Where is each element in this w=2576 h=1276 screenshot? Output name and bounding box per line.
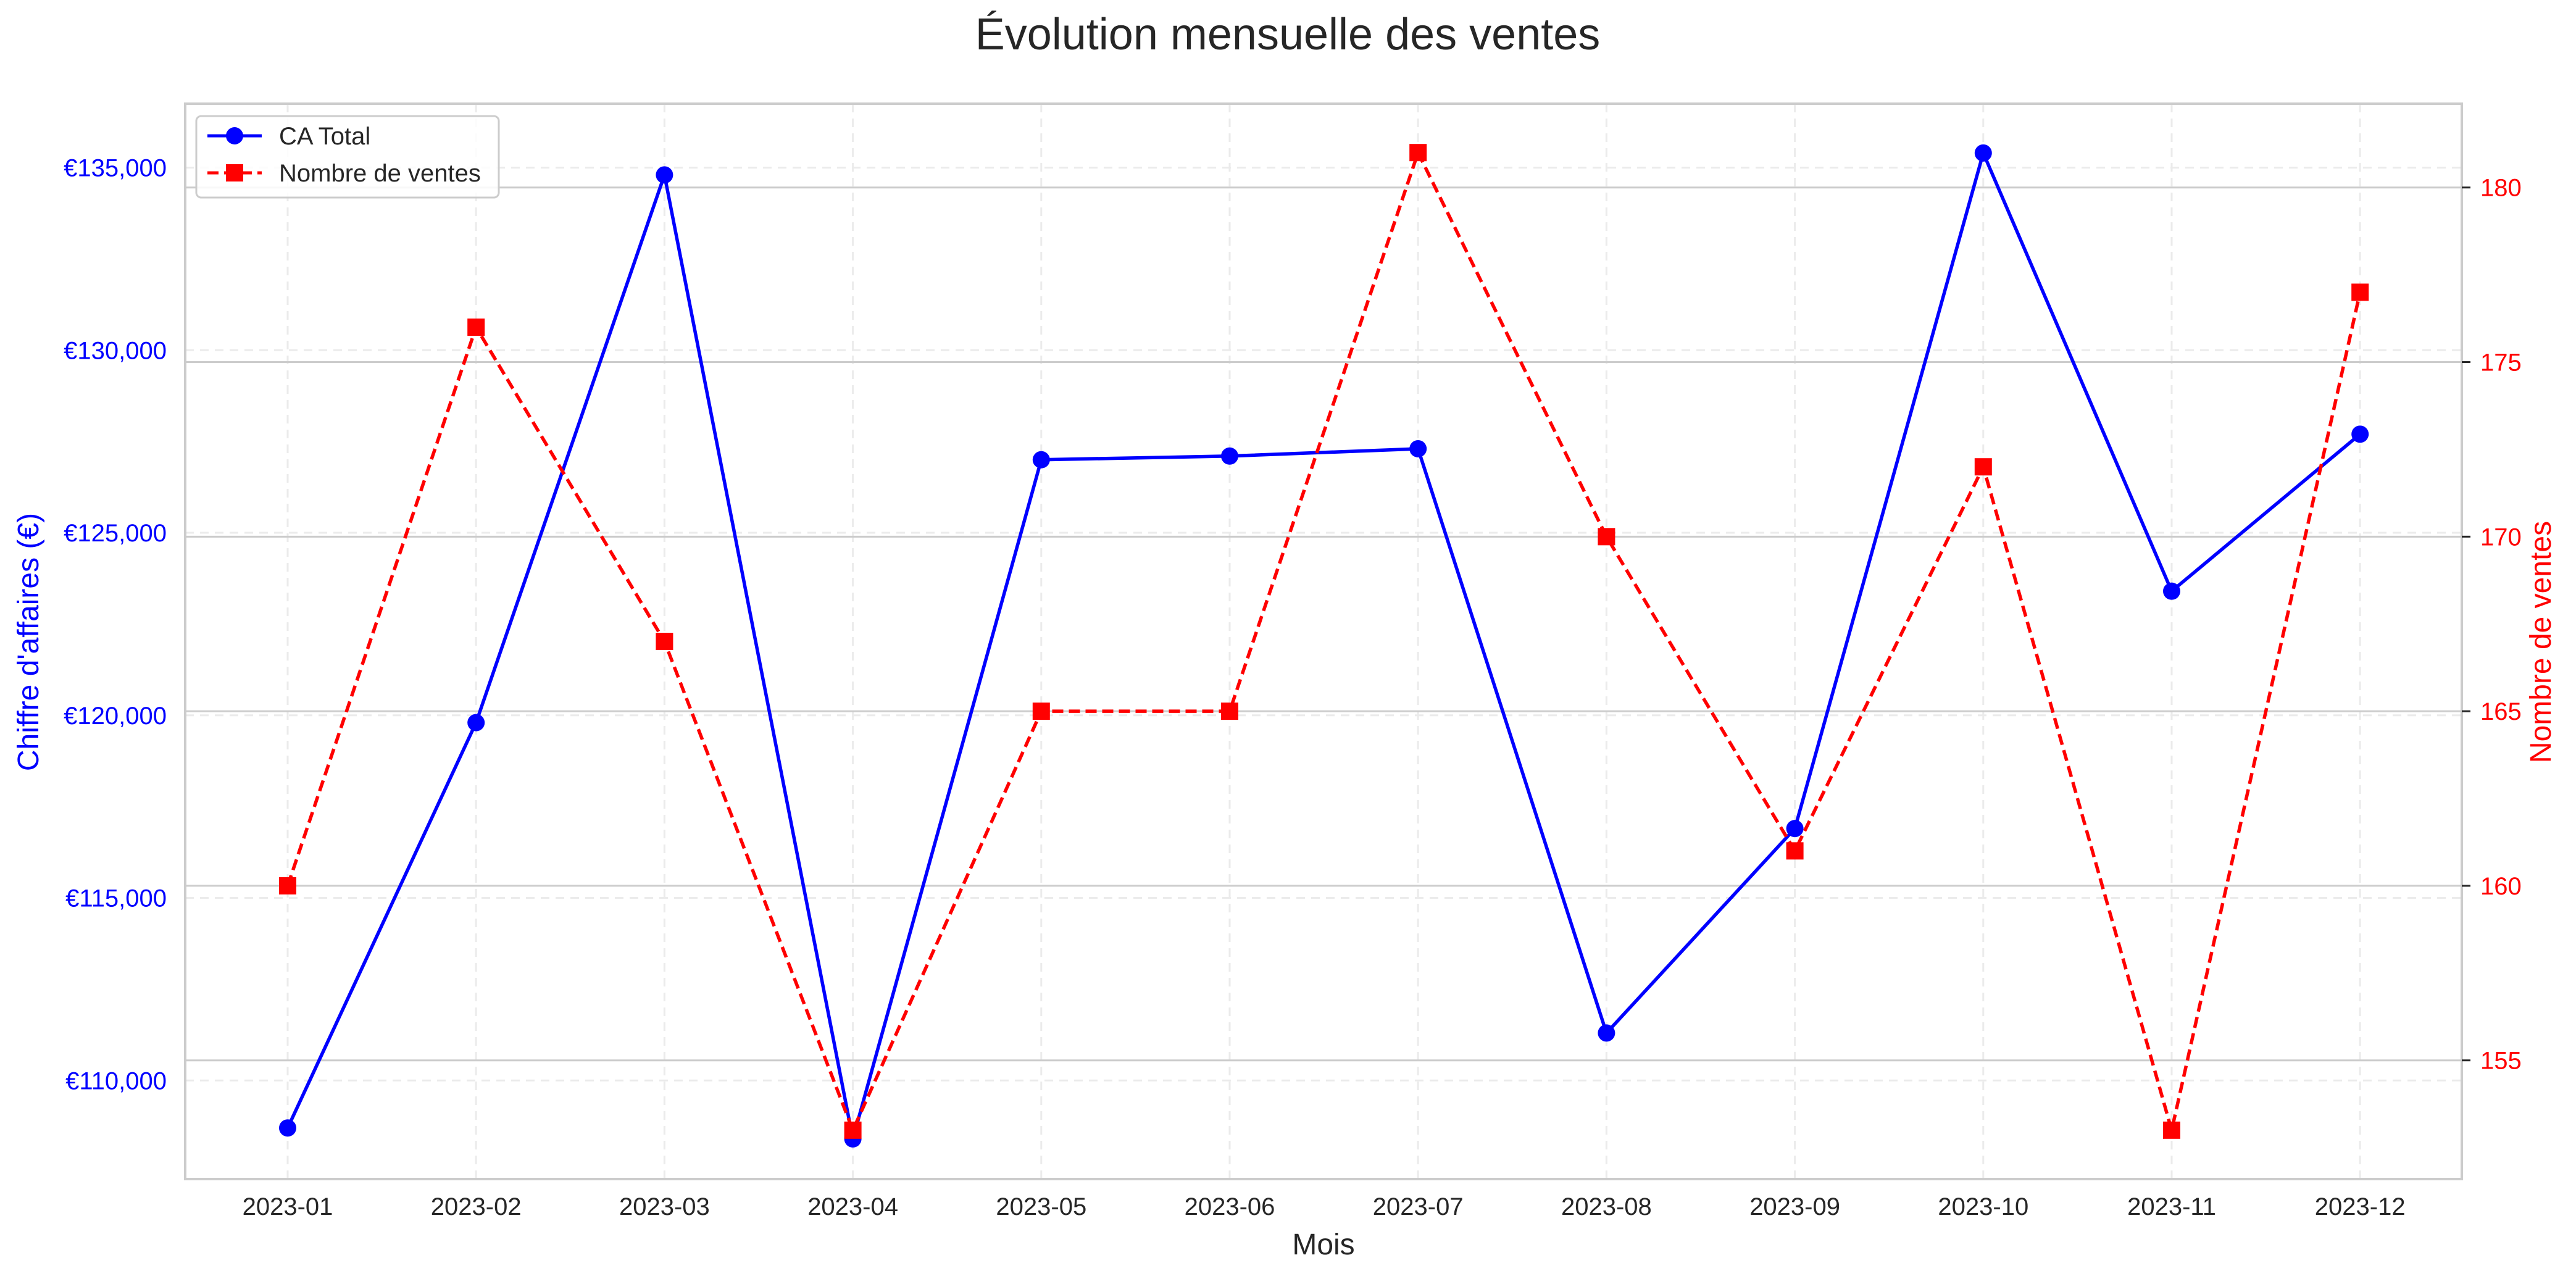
series-line-nombre-de-ventes — [286, 151, 2362, 1132]
data-point-nombre-de-ventes — [1974, 458, 1992, 476]
y2-axis-label: Nombre de ventes — [2525, 521, 2557, 763]
y-tick-label: €110,000 — [65, 1067, 167, 1095]
y2-tick-label: 165 — [2480, 698, 2522, 725]
x-tick-label: 2023-04 — [807, 1193, 898, 1220]
legend-box — [195, 115, 500, 199]
y-tick-label: €130,000 — [64, 337, 167, 364]
data-point-nombre-de-ventes — [1221, 703, 1238, 720]
y2-tick-label: 170 — [2480, 523, 2522, 551]
data-point-nombre-de-ventes — [1409, 144, 1427, 162]
x-tick-label: 2023-12 — [2315, 1193, 2406, 1220]
x-tick-label: 2023-06 — [1185, 1193, 1275, 1220]
data-point-ca-total — [1786, 820, 1804, 838]
data-point-nombre-de-ventes — [656, 633, 673, 650]
data-point-nombre-de-ventes — [1786, 842, 1804, 860]
y-tick-label: €115,000 — [65, 885, 167, 912]
data-point-ca-total — [656, 166, 673, 184]
x-tick-label: 2023-05 — [996, 1193, 1086, 1220]
data-point-ca-total — [1032, 451, 1050, 469]
y-tick-label: €125,000 — [64, 520, 167, 547]
data-point-nombre-de-ventes — [2163, 1121, 2180, 1139]
data-point-ca-total — [279, 1119, 296, 1137]
y-axis-label: Chiffre d'affaires (€) — [12, 513, 45, 771]
y2-tick-label: 175 — [2480, 349, 2522, 377]
legend-marker-ca-total — [226, 127, 243, 144]
grid — [185, 104, 2462, 1179]
data-point-nombre-de-ventes — [279, 877, 296, 894]
x-tick-label: 2023-01 — [243, 1193, 333, 1220]
y2-tick-label: 160 — [2480, 873, 2522, 900]
data-point-ca-total — [2351, 425, 2369, 443]
legend-label-nombre-de-ventes: Nombre de ventes — [279, 160, 481, 187]
data-point-nombre-de-ventes — [844, 1121, 862, 1139]
x-tick-label: 2023-11 — [2127, 1193, 2216, 1220]
x-tick-label: 2023-07 — [1373, 1193, 1464, 1220]
plot-frame — [184, 102, 2463, 1180]
data-point-ca-total — [1598, 1024, 1615, 1042]
y2-tick-label: 155 — [2480, 1048, 2522, 1075]
data-point-ca-total — [1221, 447, 1238, 465]
data-point-nombre-de-ventes — [2351, 283, 2369, 301]
y2-tick-label: 180 — [2480, 175, 2522, 202]
x-axis-label: Mois — [1292, 1228, 1354, 1261]
legend-marker-nombre-de-ventes — [226, 164, 243, 181]
legend: CA Total Nombre de ventes — [195, 115, 500, 199]
data-point-ca-total — [1409, 440, 1427, 457]
y-tick-label: €135,000 — [64, 155, 167, 182]
data-point-ca-total — [1974, 144, 1992, 162]
series-layer — [279, 144, 2369, 1148]
data-point-ca-total — [2163, 582, 2180, 600]
axis-ticks: €110,000 €115,000 €120,000 €125,000 €130,000… — [64, 155, 2522, 1220]
x-tick-label: 2023-08 — [1561, 1193, 1652, 1220]
x-tick-label: 2023-03 — [619, 1193, 710, 1220]
data-point-nombre-de-ventes — [467, 318, 485, 336]
data-point-nombre-de-ventes — [1032, 703, 1050, 720]
x-tick-label: 2023-09 — [1749, 1193, 1840, 1220]
data-point-nombre-de-ventes — [1598, 528, 1615, 546]
chart-title: Évolution mensuelle des ventes — [975, 10, 1601, 59]
legend-label-ca-total: CA Total — [279, 123, 370, 150]
data-point-ca-total — [467, 714, 485, 732]
x-tick-label: 2023-02 — [431, 1193, 522, 1220]
series-line-ca-total — [286, 151, 2361, 1141]
y-tick-label: €120,000 — [64, 703, 167, 730]
x-tick-label: 2023-10 — [1938, 1193, 2028, 1220]
